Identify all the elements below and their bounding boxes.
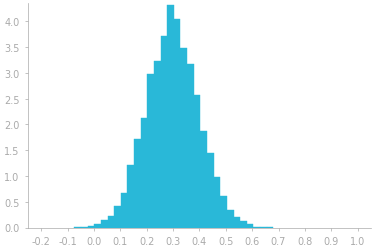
Bar	[128, 165, 134, 228]
Bar	[187, 65, 194, 228]
Bar	[154, 62, 160, 228]
Bar	[121, 194, 128, 228]
Bar	[247, 224, 254, 228]
Bar	[200, 132, 207, 228]
Bar	[108, 216, 114, 228]
Bar	[101, 220, 108, 228]
Bar	[194, 96, 200, 228]
Bar	[260, 227, 267, 228]
Bar	[174, 20, 180, 228]
Bar	[234, 217, 240, 228]
Bar	[180, 48, 187, 228]
Bar	[147, 75, 154, 228]
Bar	[214, 177, 220, 228]
Bar	[88, 226, 94, 228]
Bar	[207, 153, 214, 228]
Bar	[114, 206, 121, 228]
Bar	[227, 210, 234, 228]
Bar	[220, 196, 227, 228]
Bar	[254, 227, 260, 228]
Bar	[134, 140, 141, 228]
Bar	[160, 36, 167, 228]
Bar	[167, 6, 174, 228]
Bar	[94, 224, 101, 228]
Bar	[240, 222, 247, 228]
Bar	[141, 119, 147, 228]
